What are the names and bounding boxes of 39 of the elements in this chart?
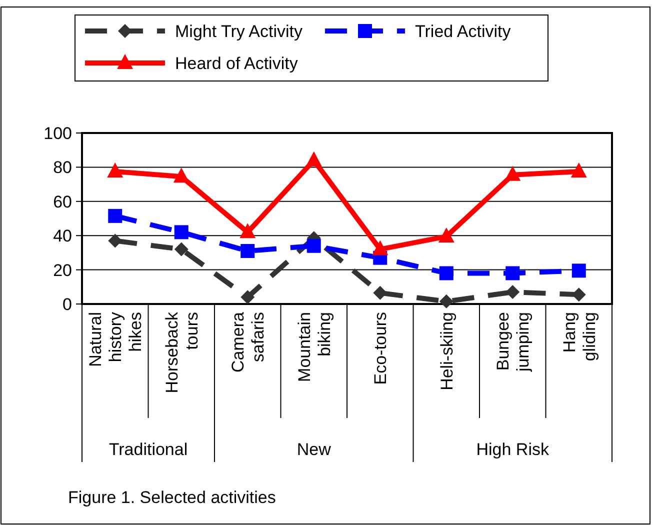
legend-label: Might Try Activity	[175, 22, 304, 41]
x-tick-label: Natural history hikes	[86, 312, 146, 367]
text: Traditional	[108, 440, 188, 459]
y-tick-label: 100	[44, 124, 72, 143]
point	[570, 162, 587, 178]
y-tick-label: 60	[53, 192, 72, 212]
point	[240, 244, 255, 258]
point	[108, 234, 122, 248]
point	[504, 166, 521, 181]
x-tick-label: Mountain biking	[294, 312, 334, 382]
point	[373, 286, 388, 300]
point	[174, 242, 188, 256]
point	[173, 168, 190, 183]
y-tick-label: 0	[62, 294, 72, 314]
point	[438, 227, 454, 242]
caption: Figure 1. Selected activities	[68, 488, 276, 507]
point	[506, 285, 520, 300]
y-tick-label: 20	[53, 260, 72, 280]
point	[240, 223, 256, 238]
point	[108, 208, 122, 223]
x-tick-label: Heli-skiing	[437, 312, 456, 390]
x-tick-label: Eco-tours	[371, 312, 390, 385]
y-tick-label: 40	[53, 226, 72, 246]
point	[439, 266, 454, 280]
text: New	[296, 440, 332, 459]
point	[174, 225, 188, 240]
point	[372, 240, 388, 256]
point	[107, 162, 124, 178]
text: High Risk	[476, 440, 550, 459]
x-tick-label: Bungee jumping	[494, 312, 533, 373]
point	[572, 264, 586, 278]
legend-label: Tried Activity	[415, 22, 512, 41]
point	[306, 238, 321, 253]
point	[306, 151, 322, 166]
point	[240, 290, 255, 304]
y-tick-label: 80	[53, 158, 72, 178]
point	[506, 266, 520, 280]
point	[439, 294, 454, 308]
legend-label: Heard of Activity	[175, 54, 298, 73]
